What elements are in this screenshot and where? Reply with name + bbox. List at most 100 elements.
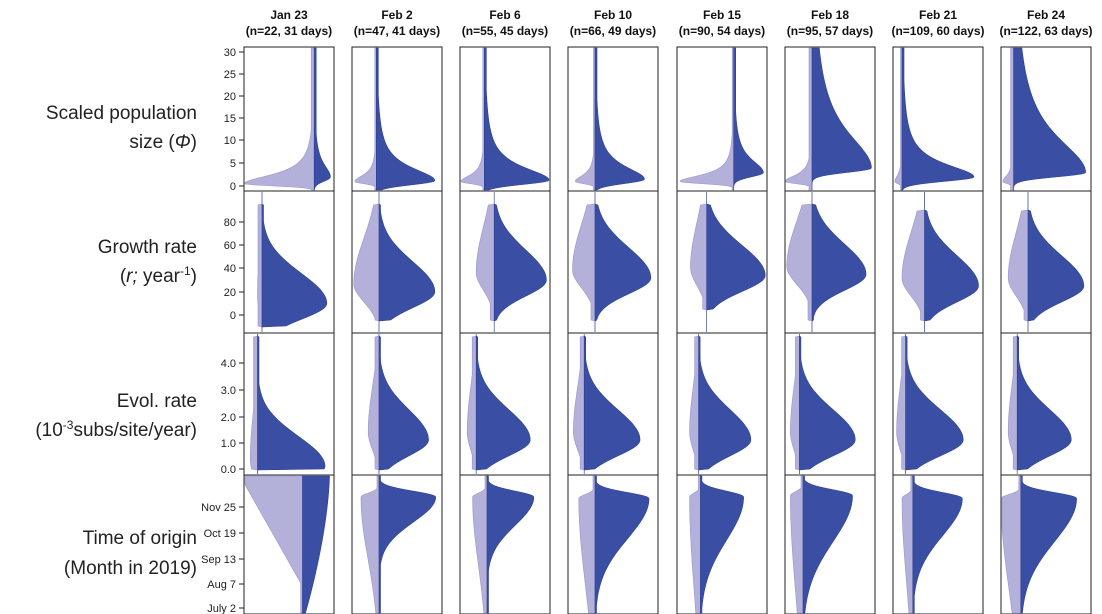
violin-posterior-half <box>811 47 872 190</box>
violin-panel <box>1000 474 1092 614</box>
violin-posterior-half <box>700 475 744 614</box>
y-tick-label: 3.0 <box>221 385 236 397</box>
y-tick-label: 2.0 <box>221 412 236 424</box>
violin-prior-half <box>790 334 800 474</box>
column-subtitle: (n=109, 60 days) <box>891 24 984 38</box>
violin-prior-half <box>460 47 485 191</box>
y-tick-label: 0.0 <box>221 464 236 476</box>
violin-posterior-half <box>378 475 437 614</box>
column-subtitle: (n=95, 57 days) <box>787 24 873 38</box>
violin-posterior-half <box>802 475 853 614</box>
column-date: Feb 18 <box>811 8 849 22</box>
violin-posterior-half <box>302 475 330 614</box>
violin-posterior-half <box>257 334 326 474</box>
violin-panel <box>676 46 768 192</box>
violin-panel <box>1000 190 1092 334</box>
violin-prior-half <box>689 334 699 474</box>
violin-panel <box>1000 46 1092 192</box>
violin-panel <box>459 474 551 614</box>
violin-panel <box>784 332 876 476</box>
column-date: Feb 24 <box>1027 8 1065 22</box>
panel-frame <box>676 474 768 614</box>
panel-frame <box>351 474 443 614</box>
column-date: Feb 10 <box>594 8 632 22</box>
y-tick-label: 80 <box>224 217 236 229</box>
y-tick-label: 1.0 <box>221 438 236 450</box>
violin-panel <box>784 46 876 192</box>
violin-posterior-half <box>1020 475 1077 614</box>
y-tick-label: 0 <box>230 181 236 193</box>
column-subtitle: (n=66, 49 days) <box>570 24 656 38</box>
violin-posterior-half <box>1016 334 1072 474</box>
y-tick-label: Oct 19 <box>204 528 236 540</box>
y-tick-label: 60 <box>224 240 236 252</box>
row-labels: Scaled population size (Φ) Growth rate (r; … <box>35 103 197 579</box>
column-date: Jan 23 <box>270 8 308 22</box>
column-subtitle: (n=47, 41 days) <box>354 24 440 38</box>
panel-frame <box>459 474 551 614</box>
panel-frame <box>243 474 335 614</box>
violin-posterior-half <box>924 192 979 332</box>
violin-panel <box>351 46 443 192</box>
violin-prior-half <box>573 334 585 474</box>
violin-posterior-half <box>376 47 436 191</box>
violin-prior-half <box>257 192 263 332</box>
violin-posterior-half <box>901 47 975 191</box>
violin-panel <box>784 474 876 614</box>
column-subtitle: (n=90, 54 days) <box>679 24 765 38</box>
y-tick-label: Sep 13 <box>201 554 236 566</box>
violin-posterior-half <box>811 192 867 332</box>
row-label-line2: (Month in 2019) <box>64 558 197 579</box>
violin-posterior-half <box>905 334 964 474</box>
violin-prior-half <box>367 334 380 474</box>
violin-prior-half <box>1007 334 1018 474</box>
violin-prior-half <box>250 334 258 474</box>
violin-panel <box>892 190 984 334</box>
violin-posterior-half <box>313 47 331 191</box>
violin-panel <box>676 332 768 476</box>
violin-prior-half <box>785 47 813 191</box>
violin-panel <box>676 190 768 334</box>
violin-panel <box>459 46 551 192</box>
violin-panel <box>892 46 984 192</box>
violin-posterior-half <box>378 192 436 332</box>
violin-prior-half <box>574 47 596 191</box>
violin-prior-half <box>466 334 477 474</box>
violin-prior-half <box>790 475 804 614</box>
violin-panel <box>459 190 551 334</box>
violin-posterior-half <box>1013 47 1086 191</box>
violin-panel <box>243 332 335 476</box>
panel-frame <box>784 474 876 614</box>
violin-prior-half <box>1001 475 1022 614</box>
y-tick-label: 15 <box>224 113 236 125</box>
column-date: Feb 2 <box>381 8 413 22</box>
violin-prior-half <box>472 475 488 614</box>
violin-panel <box>676 474 768 614</box>
violin-posterior-half <box>493 192 547 332</box>
violin-posterior-half <box>594 47 645 191</box>
violin-prior-half <box>475 192 495 332</box>
violin-panel <box>567 332 659 476</box>
violin-prior-half <box>354 47 377 191</box>
violin-prior-half <box>901 192 925 332</box>
row-label-line1: Time of origin <box>83 528 197 549</box>
violin-prior-half <box>896 334 906 474</box>
y-tick-label: Aug 7 <box>207 579 236 591</box>
y-tick-label: 25 <box>224 69 236 81</box>
violin-panel <box>892 332 984 476</box>
row-label-line2: (r; year-1) <box>120 264 197 287</box>
violin-panel <box>784 190 876 334</box>
violin-posterior-half <box>594 475 650 614</box>
violin-posterior-half <box>706 192 766 332</box>
violin-panel <box>351 190 443 334</box>
violin-panels <box>243 46 1092 614</box>
row-label-line2: size (Φ) <box>129 132 197 153</box>
row-label-line1: Evol. rate <box>117 391 197 412</box>
violin-prior-half <box>353 192 380 332</box>
violin-panel <box>567 46 659 192</box>
violin-prior-half <box>578 475 596 614</box>
row-label-line1: Growth rate <box>98 237 197 258</box>
violin-panel <box>892 474 984 614</box>
violin-posterior-half <box>486 475 535 614</box>
